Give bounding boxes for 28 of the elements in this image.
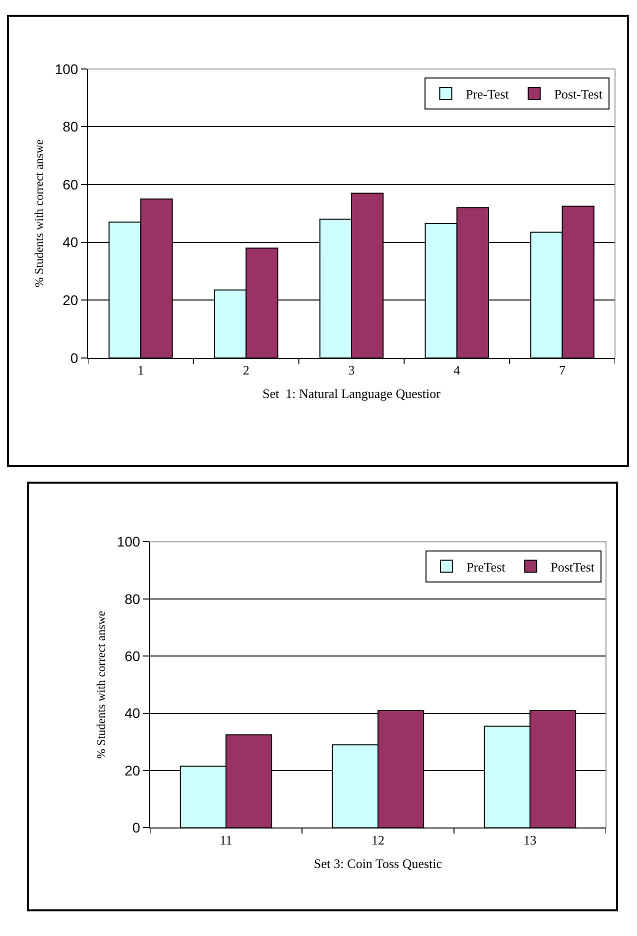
y-tick-label: 100 xyxy=(116,534,140,550)
x-tick-label: 11 xyxy=(220,832,232,848)
legend-label: Post-Test xyxy=(554,86,603,102)
x-tick-label: 12 xyxy=(372,832,384,848)
y-tick-label: 0 xyxy=(70,350,78,366)
y-tick-label: 100 xyxy=(54,60,78,77)
y-tick-label: 20 xyxy=(62,292,78,308)
y-tick-label: 80 xyxy=(62,118,78,135)
x-tick-label: 4 xyxy=(454,362,461,378)
y-tick-label: 60 xyxy=(62,176,78,192)
y-axis-title: % Students with correct answe xyxy=(94,610,108,759)
y-axis-title: % Students with correct answe xyxy=(32,139,46,288)
y-tick-label: 60 xyxy=(124,648,140,664)
x-axis-title: Set 1: Natural Language Questior xyxy=(262,386,442,402)
y-tick-label: 40 xyxy=(124,705,140,722)
legend-label: Pre-Test xyxy=(466,86,510,102)
y-tick-label: 80 xyxy=(124,590,140,607)
y-tick-label: 20 xyxy=(124,762,140,778)
y-tick-label: 40 xyxy=(62,234,78,250)
x-tick-label: 7 xyxy=(559,362,566,378)
x-tick-label: 3 xyxy=(348,362,355,378)
x-axis-title: Set 3: Coin Toss Questic xyxy=(314,856,442,871)
legend-label: PreTest xyxy=(466,559,506,574)
x-tick-label: 1 xyxy=(137,362,144,378)
y-tick-label: 0 xyxy=(132,820,140,836)
legend-label: PostTest xyxy=(550,559,595,574)
x-tick-label: 2 xyxy=(242,362,250,378)
x-tick-label: 13 xyxy=(524,832,536,848)
